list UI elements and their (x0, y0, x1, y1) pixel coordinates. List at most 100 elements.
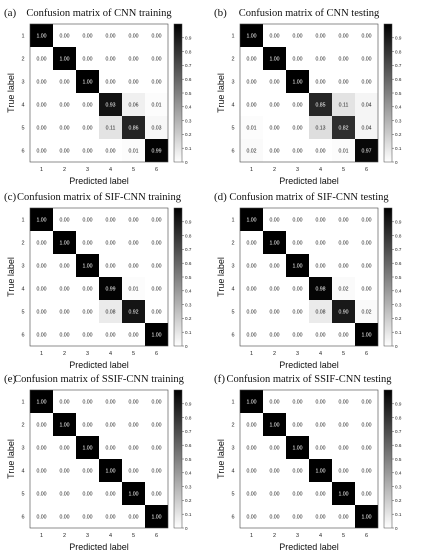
colorbar-tick-label: 0.2 (395, 498, 402, 503)
cell-value-label: 0.00 (151, 57, 161, 63)
chart-title: Confusion matrix of CNN testing (239, 8, 380, 19)
cell-value-label: 0.97 (361, 149, 371, 155)
plot-frame (239, 207, 379, 347)
cell-value-label: 0.99 (105, 287, 115, 293)
cell-value-label: 0.00 (82, 333, 92, 339)
cell-value-label: 0.00 (59, 446, 69, 452)
cell-value-label: 0.00 (105, 264, 115, 270)
cell-value-label: 1.00 (59, 423, 69, 429)
cell-value-label: 0.00 (361, 218, 371, 224)
x-axis-label: Predicted label (69, 360, 129, 370)
heatmap-cell (240, 413, 263, 436)
cell-value-label: 0.00 (338, 218, 348, 224)
y-tick-label: 1 (21, 400, 24, 406)
heatmap-cell (355, 254, 378, 277)
heatmap-cell (309, 300, 332, 323)
cell-value-label: 0.00 (82, 469, 92, 475)
heatmap-cell (240, 208, 263, 231)
colorbar-tick-label: 0.5 (395, 275, 402, 280)
colorbar-tick-label: 0.8 (185, 415, 192, 420)
heatmap-cell (332, 413, 355, 436)
heatmap-cell (53, 254, 76, 277)
heatmap-cell (263, 413, 286, 436)
colorbar-tick-label: 0.6 (185, 261, 192, 266)
heatmap-cell (30, 436, 53, 459)
cell-value-label: 0.00 (361, 264, 371, 270)
cell-value-label: 0.00 (361, 400, 371, 406)
colorbar-tick-label: 0.3 (395, 484, 402, 489)
cell-value-label: 0.00 (151, 446, 161, 452)
heatmap-cell (122, 70, 145, 93)
x-tick-label: 1 (40, 167, 43, 173)
x-tick-label: 2 (273, 351, 276, 357)
cell-value-label: 0.00 (338, 423, 348, 429)
cell-value-label: 0.00 (36, 103, 46, 109)
cell-value-label: 0.01 (128, 149, 138, 155)
heatmap-cell (53, 70, 76, 93)
cell-value-label: 0.00 (59, 469, 69, 475)
cell-value-label: 1.00 (59, 241, 69, 247)
y-axis-label: True label (216, 439, 226, 479)
heatmap-cell (30, 24, 53, 47)
x-tick-label: 6 (155, 167, 158, 173)
cell-value-label: 0.02 (361, 310, 371, 316)
cell-value-label: 0.00 (246, 57, 256, 63)
colorbar-tick-label: 0.9 (395, 402, 402, 407)
heatmap-cell (263, 70, 286, 93)
y-tick-label: 4 (21, 103, 24, 109)
heatmap-cell (99, 459, 122, 482)
heatmap-cell (53, 300, 76, 323)
heatmap-cell (122, 300, 145, 323)
heatmap-cell (309, 277, 332, 300)
cell-value-label: 0.00 (82, 218, 92, 224)
heatmap-cell (53, 436, 76, 459)
heatmap-cell (355, 70, 378, 93)
cell-value-label: 0.00 (82, 126, 92, 132)
heatmap-cell (332, 47, 355, 70)
colorbar-tick-label: 0.9 (185, 402, 192, 407)
x-tick-label: 2 (63, 167, 66, 173)
cell-value-label: 1.00 (59, 57, 69, 63)
cell-value-label: 0.00 (315, 264, 325, 270)
cell-value-label: 0.00 (128, 264, 138, 270)
heatmap-cell (53, 93, 76, 116)
cell-value-label: 0.11 (106, 126, 116, 132)
colorbar-tick-label: 0.5 (185, 91, 192, 96)
cell-value-label: 0.00 (246, 469, 256, 475)
cell-value-label: 0.00 (338, 57, 348, 63)
cell-value-label: 0.00 (128, 57, 138, 63)
heatmap-cell (240, 139, 263, 162)
heatmap-cell (145, 505, 168, 528)
heatmap-cell (145, 254, 168, 277)
cell-value-label: 0.00 (292, 149, 302, 155)
heatmap-cell (122, 505, 145, 528)
heatmap-cell (355, 300, 378, 323)
heatmap-cell (53, 139, 76, 162)
heatmap-cell (309, 70, 332, 93)
x-tick-label: 3 (296, 167, 299, 173)
cell-value-label: 1.00 (82, 264, 92, 270)
cell-value-label: 0.00 (292, 57, 302, 63)
cell-value-label: 0.00 (151, 287, 161, 293)
cell-value-label: 0.00 (151, 80, 161, 86)
heatmap-cell (355, 459, 378, 482)
heatmap-cell (122, 277, 145, 300)
heatmap-cell (145, 459, 168, 482)
colorbar-tick-label: 0.8 (395, 49, 402, 54)
colorbar-tick-label: 0.9 (185, 220, 192, 225)
heatmap-cell (30, 116, 53, 139)
cell-value-label: 0.00 (338, 264, 348, 270)
cell-value-label: 0.00 (105, 446, 115, 452)
cell-value-label: 0.00 (128, 80, 138, 86)
colorbar-tick-label: 0.7 (395, 247, 402, 252)
cell-value-label: 0.00 (59, 400, 69, 406)
cell-value-label: 1.00 (269, 241, 279, 247)
heatmap-cell (332, 390, 355, 413)
colorbar-tick-label: 0.5 (395, 91, 402, 96)
cell-value-label: 0.00 (292, 333, 302, 339)
cell-value-label: 0.08 (315, 310, 325, 316)
heatmap-cell (263, 93, 286, 116)
confusion-matrix-panel: (b) Confusion matrix of CNN testing 1.00 0.… (214, 7, 402, 186)
x-tick-label: 6 (365, 167, 368, 173)
heatmap-cell (122, 24, 145, 47)
